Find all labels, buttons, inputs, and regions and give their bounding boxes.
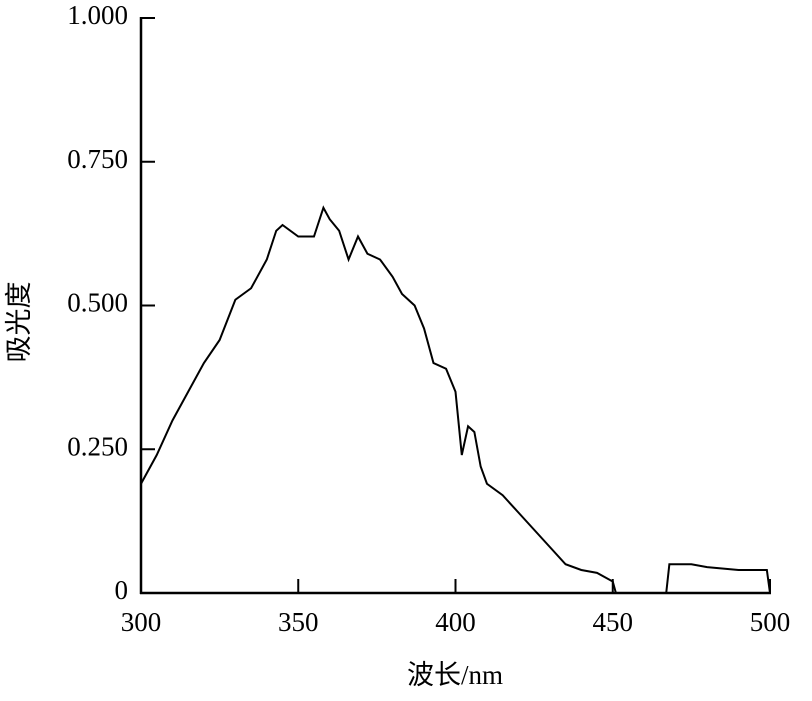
y-tick-label: 0.250	[67, 431, 128, 461]
y-tick-label: 0.500	[67, 288, 128, 318]
y-tick-label: 1.000	[67, 0, 128, 30]
x-tick-label: 300	[121, 607, 162, 637]
x-tick-label: 400	[435, 607, 476, 637]
x-tick-label: 450	[593, 607, 634, 637]
y-axis-label: 吸光度	[4, 282, 34, 363]
y-tick-label: 0	[115, 575, 129, 605]
data-line	[140, 205, 771, 594]
y-tick-label: 0.750	[67, 144, 128, 174]
x-tick-label: 500	[750, 607, 791, 637]
x-axis-label: 波长/nm	[407, 660, 503, 690]
x-tick-label: 350	[278, 607, 319, 637]
